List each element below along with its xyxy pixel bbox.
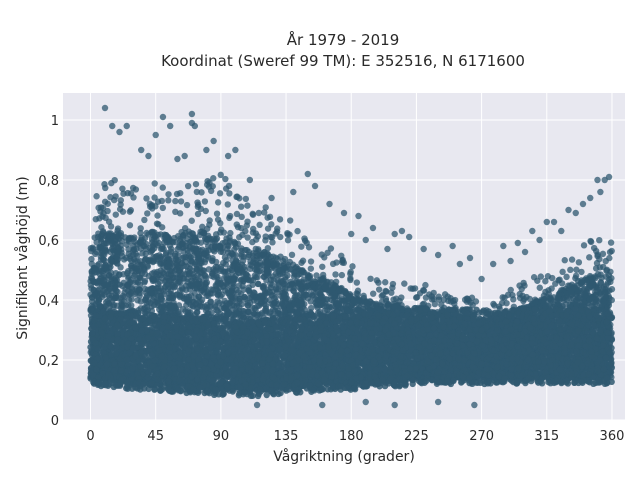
data-point (132, 186, 140, 193)
data-point (561, 257, 568, 264)
data-point (137, 225, 144, 232)
data-point (98, 224, 105, 231)
data-point (214, 199, 222, 206)
data-point (332, 271, 339, 278)
data-point (573, 266, 580, 273)
data-point (435, 293, 443, 300)
data-point (606, 254, 613, 262)
data-point (238, 224, 245, 232)
data-point (123, 270, 131, 277)
data-point (214, 298, 221, 305)
data-point (319, 263, 326, 270)
data-point (599, 250, 607, 258)
data-point (216, 190, 224, 197)
data-point (329, 260, 337, 268)
data-point (128, 296, 135, 303)
data-point (307, 258, 315, 265)
data-point (112, 193, 119, 200)
data-point (264, 244, 272, 252)
data-point (353, 279, 361, 286)
data-point (213, 210, 221, 217)
data-point (575, 259, 583, 266)
data-point (194, 210, 202, 218)
data-point (92, 216, 99, 223)
data-point (338, 271, 346, 279)
data-point (87, 277, 94, 285)
chart-subtitle: Koordinat (Sweref 99 TM): E 352516, N 61… (161, 52, 525, 70)
chart-title: År 1979 - 2019 (287, 30, 400, 49)
data-point (596, 236, 603, 244)
data-point (224, 201, 231, 208)
data-point (243, 222, 250, 229)
data-point (401, 280, 408, 287)
data-point (369, 290, 377, 297)
data-point (422, 281, 429, 289)
data-point (307, 298, 314, 305)
data-point (249, 238, 256, 246)
data-point (198, 189, 205, 196)
data-point (159, 204, 167, 212)
data-point (578, 268, 585, 276)
data-point (298, 259, 305, 266)
data-point (530, 274, 538, 281)
data-point (262, 237, 269, 244)
data-point (192, 180, 200, 188)
data-point (262, 204, 269, 211)
data-point (141, 267, 148, 274)
data-point (537, 273, 544, 280)
data-point (237, 203, 245, 210)
data-point (210, 175, 217, 182)
data-point (117, 201, 124, 208)
data-points (87, 104, 616, 409)
data-point (93, 193, 100, 200)
data-point (307, 265, 315, 272)
data-point (389, 284, 396, 291)
data-point (382, 279, 389, 286)
data-point (183, 201, 191, 209)
data-point (242, 195, 250, 203)
data-point (349, 263, 356, 270)
data-point (274, 225, 281, 232)
data-point (520, 295, 528, 303)
data-point (255, 280, 262, 288)
data-point (249, 210, 256, 218)
data-point (238, 213, 245, 221)
data-point (548, 285, 555, 292)
data-point (420, 300, 428, 307)
data-point (233, 210, 241, 218)
data-point (431, 300, 439, 308)
data-point (172, 197, 179, 205)
data-point (563, 273, 570, 281)
data-point (375, 279, 382, 286)
data-point (102, 184, 109, 192)
data-point (222, 261, 230, 268)
data-point (107, 194, 114, 201)
data-point (559, 268, 566, 276)
data-point (388, 289, 395, 296)
data-point (422, 294, 430, 301)
data-point (501, 294, 508, 301)
data-point (256, 221, 263, 229)
data-point (154, 198, 162, 205)
data-point (126, 222, 134, 229)
data-point (221, 254, 229, 261)
data-point (244, 202, 251, 209)
